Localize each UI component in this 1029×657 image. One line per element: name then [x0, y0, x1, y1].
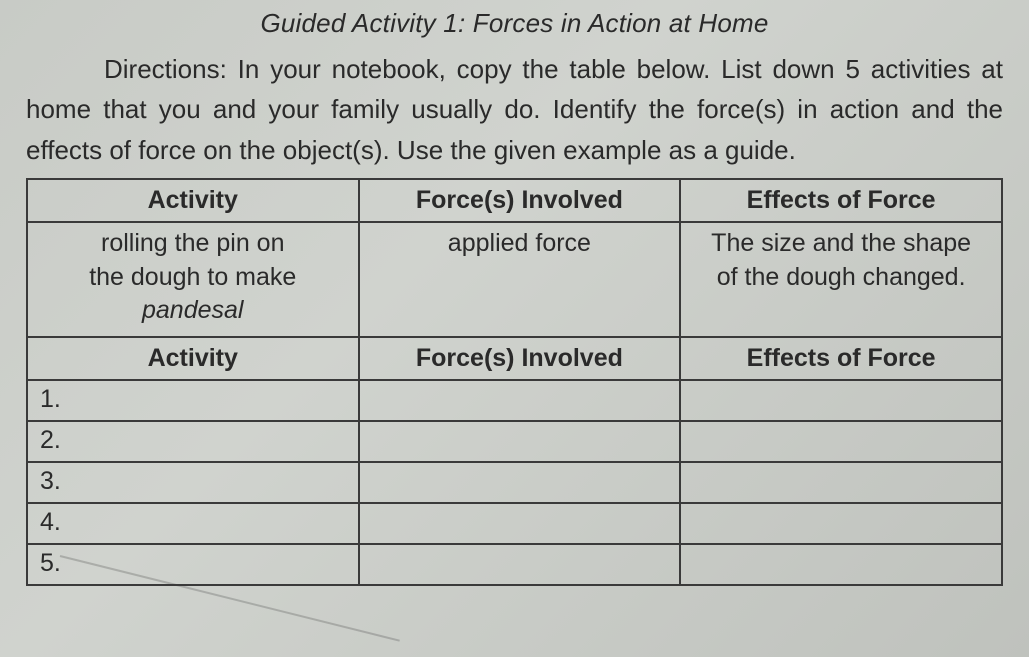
example-activity-line2: the dough to make [89, 263, 296, 291]
row-4-effects [680, 503, 1002, 544]
row-2-effects [680, 421, 1002, 462]
table-row: 4. [27, 503, 1002, 544]
example-row: rolling the pin on the dough to make pan… [27, 222, 1002, 337]
row-2-force [359, 421, 681, 462]
row-3-activity: 3. [27, 462, 359, 503]
header-activity-2: Activity [27, 337, 359, 380]
example-force: applied force [359, 222, 681, 337]
example-force-text: applied force [448, 229, 591, 257]
forces-table: Activity Force(s) Involved Effects of Fo… [26, 178, 1003, 586]
table-row: 3. [27, 462, 1002, 503]
table-row: 2. [27, 421, 1002, 462]
header-activity-1: Activity [27, 179, 359, 222]
row-3-force [359, 462, 681, 503]
row-2-activity: 2. [27, 421, 359, 462]
row-5-activity: 5. [27, 544, 359, 585]
example-effects-line1: The size and the shape [711, 229, 971, 257]
table-row: 1. [27, 380, 1002, 421]
directions-label: Directions: [104, 54, 227, 84]
activity-title: Guided Activity 1: Forces in Action at H… [26, 8, 1003, 39]
row-1-activity: 1. [27, 380, 359, 421]
table-row: 5. [27, 544, 1002, 585]
row-1-force [359, 380, 681, 421]
row-4-activity: 4. [27, 503, 359, 544]
row-3-effects [680, 462, 1002, 503]
example-activity: rolling the pin on the dough to make pan… [27, 222, 359, 337]
row-5-effects [680, 544, 1002, 585]
row-5-force [359, 544, 681, 585]
header-effects-1: Effects of Force [680, 179, 1002, 222]
header-effects-2: Effects of Force [680, 337, 1002, 380]
example-effects: The size and the shape of the dough chan… [680, 222, 1002, 337]
example-activity-line1: rolling the pin on [101, 229, 284, 257]
example-activity-line3: pandesal [142, 296, 243, 324]
table-header-row-1: Activity Force(s) Involved Effects of Fo… [27, 179, 1002, 222]
row-4-force [359, 503, 681, 544]
row-1-effects [680, 380, 1002, 421]
directions-paragraph: Directions: In your notebook, copy the t… [26, 49, 1003, 170]
example-effects-line2: of the dough changed. [717, 263, 966, 291]
header-force-1: Force(s) Involved [359, 179, 681, 222]
header-force-2: Force(s) Involved [359, 337, 681, 380]
table-header-row-2: Activity Force(s) Involved Effects of Fo… [27, 337, 1002, 380]
